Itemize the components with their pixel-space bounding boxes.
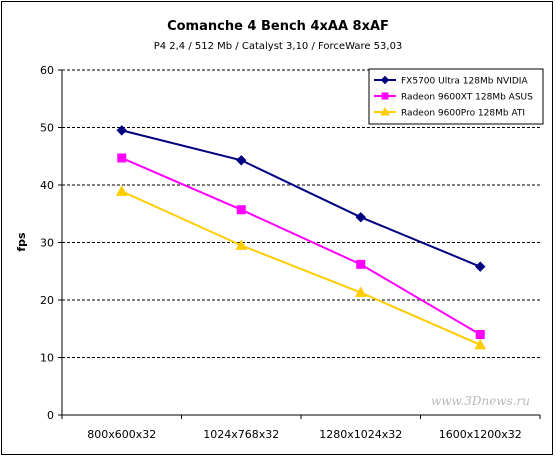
- x-tick-label: 1024x768x32: [203, 428, 279, 441]
- y-tick-label: 60: [40, 64, 54, 77]
- y-tick-label: 0: [47, 409, 54, 422]
- data-point: [474, 338, 487, 350]
- x-tick-label: 1280x1024x32: [319, 428, 402, 441]
- data-point: [236, 155, 247, 166]
- data-point: [475, 261, 486, 272]
- data-point: [354, 286, 367, 298]
- data-point: [235, 239, 248, 250]
- legend-marker: [381, 92, 389, 100]
- data-point: [117, 153, 127, 163]
- legend-label: Radeon 9600Pro 128Mb ATI: [401, 109, 525, 119]
- data-point: [356, 259, 366, 269]
- data-point: [355, 211, 366, 223]
- data-point: [115, 185, 128, 196]
- y-tick-label: 40: [40, 179, 54, 192]
- watermark: www.3Dnews.ru: [431, 394, 530, 408]
- series-line-2: [121, 157, 481, 336]
- plot-area: 0 10 20 30 40 50 60 800x600x32 1024x768x32 1280x1…: [40, 64, 541, 441]
- legend-label: FX5700 Ultra 128Mb NVIDIA: [401, 77, 528, 87]
- legend-marker: [380, 106, 390, 116]
- data-point: [116, 125, 127, 136]
- chart-title: Comanche 4 Bench 4xAA 8xAF: [167, 19, 389, 34]
- x-tick-label: 1600x1200x32: [439, 428, 522, 441]
- legend-marker: [380, 75, 390, 85]
- series-line-3: [121, 190, 481, 346]
- data-point: [475, 330, 485, 339]
- data-point: [236, 205, 246, 215]
- y-tick-label: 20: [40, 294, 54, 307]
- legend-label: Radeon 9600XT 128Mb ASUS: [401, 93, 533, 103]
- x-tick-label: 800x600x32: [87, 428, 156, 441]
- y-tick-label: 30: [40, 237, 54, 250]
- legend: FX5700 Ultra 128Mb NVIDIA Radeon 9600XT 1…: [368, 68, 544, 125]
- chart-subtitle: P4 2,4 / 512 Mb / Catalyst 3,10 / ForceW…: [154, 41, 403, 52]
- series-line-1: [121, 129, 481, 268]
- y-tick-label: 50: [40, 122, 54, 135]
- y-tick-label: 10: [40, 352, 54, 365]
- y-axis-label: fps: [15, 232, 28, 252]
- legend-box: [368, 68, 544, 125]
